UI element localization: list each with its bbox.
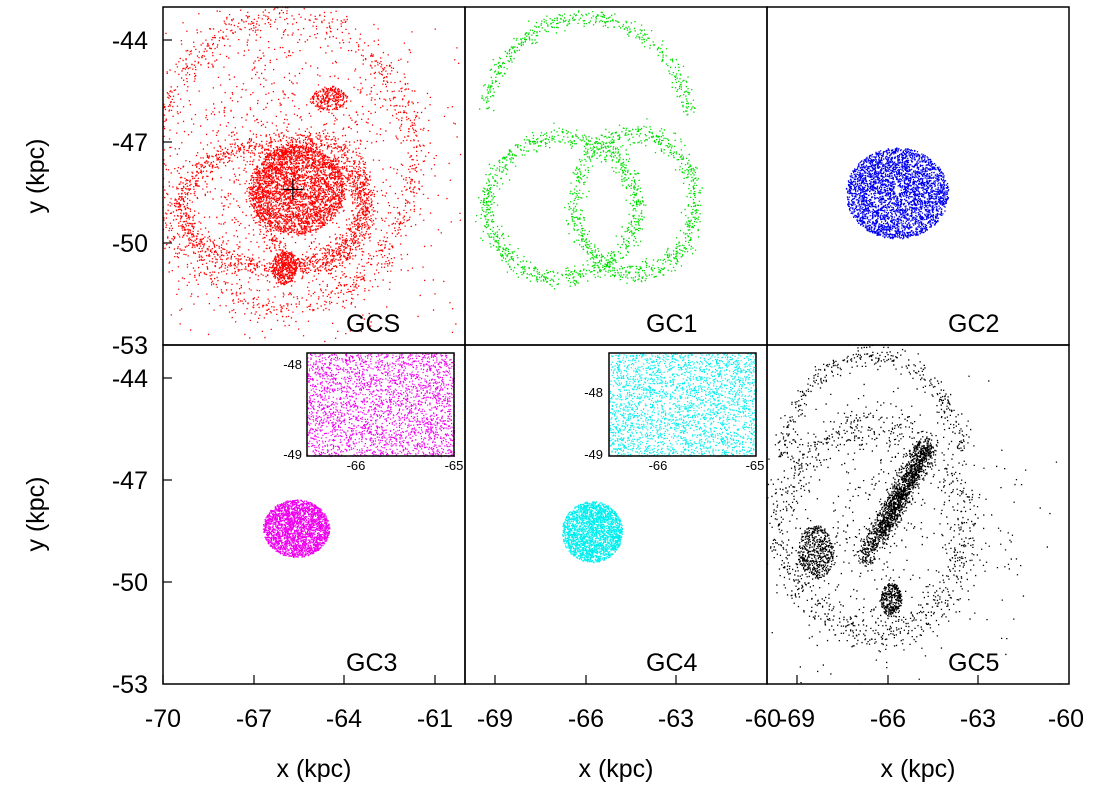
inset-tick-label: -48 bbox=[283, 357, 302, 372]
y-tick-labels: -44 -47 -50 -53 -44 -47 -50 -53 bbox=[112, 27, 148, 699]
panel-gc1-frame bbox=[464, 6, 768, 346]
scatter-points-gc4 bbox=[562, 501, 624, 564]
x-tick-labels: -70 -67 -64 -61 -69 -66 -63 -60 -69 -66 … bbox=[145, 705, 1084, 733]
xtick-label: -60 bbox=[745, 705, 781, 733]
xtick-label: -66 bbox=[568, 705, 604, 733]
tick-marks bbox=[162, 39, 979, 684]
panel-label-gcs: GCS bbox=[346, 310, 400, 338]
inset-tick-label: -65 bbox=[746, 458, 765, 473]
y-axis-title: y (kpc) bbox=[22, 139, 50, 214]
x-axis-title: x (kpc) bbox=[579, 755, 654, 783]
scatter-points-gc3 bbox=[262, 499, 331, 558]
panel-gc2-frame bbox=[766, 6, 1070, 346]
x-axis-title: x (kpc) bbox=[277, 755, 352, 783]
axis-titles: x (kpc) x (kpc) x (kpc) y (kpc) y (kpc) bbox=[22, 139, 956, 784]
scatter-points-gcs bbox=[163, 7, 462, 343]
ytick-label: -53 bbox=[112, 332, 148, 360]
xtick-label: -69 bbox=[779, 705, 815, 733]
ytick-label: -50 bbox=[112, 569, 148, 597]
y-axis-title: y (kpc) bbox=[22, 477, 50, 552]
inset-tick-label: -49 bbox=[283, 447, 302, 462]
inset-points-gc3 bbox=[307, 353, 456, 458]
xtick-label: -63 bbox=[658, 705, 694, 733]
xtick-label: -60 bbox=[1048, 705, 1084, 733]
inset-tick-label: -66 bbox=[347, 458, 366, 473]
panel-label-gc1: GC1 bbox=[646, 310, 697, 338]
inset-gc4-frame bbox=[608, 352, 757, 457]
xtick-label: -69 bbox=[477, 705, 513, 733]
inset-gc4: -48 -49 -66 -65 bbox=[584, 352, 765, 473]
ytick-label: -44 bbox=[112, 27, 148, 55]
xtick-label: -61 bbox=[417, 705, 453, 733]
inset-tick-label: -66 bbox=[649, 458, 668, 473]
panel-label-gc4: GC4 bbox=[646, 649, 698, 677]
inset-points-gc4 bbox=[609, 353, 758, 458]
panel-label-gc5: GC5 bbox=[948, 649, 999, 677]
ytick-label: -47 bbox=[112, 467, 148, 495]
xtick-label: -64 bbox=[326, 705, 362, 733]
panel-frames bbox=[162, 6, 1070, 685]
ytick-label: -50 bbox=[112, 230, 148, 258]
ytick-label: -47 bbox=[112, 129, 148, 157]
xtick-label: -70 bbox=[145, 705, 181, 733]
x-axis-title: x (kpc) bbox=[881, 755, 956, 783]
panel-labels: GCS GC1 GC2 GC3 GC4 GC5 bbox=[346, 310, 999, 677]
inset-tick-label: -48 bbox=[584, 385, 603, 400]
xtick-label: -63 bbox=[960, 705, 996, 733]
inset-gc3: -48 -49 -66 -65 bbox=[283, 352, 464, 473]
scatter-points-layer bbox=[163, 7, 1061, 684]
inset-tick-label: -49 bbox=[584, 447, 603, 462]
ytick-label: -44 bbox=[112, 365, 148, 393]
inset-tick-label: -65 bbox=[445, 458, 464, 473]
xtick-label: -67 bbox=[236, 705, 272, 733]
xtick-label: -66 bbox=[870, 705, 906, 733]
panel-label-gc3: GC3 bbox=[346, 649, 397, 677]
center-marker bbox=[282, 179, 303, 200]
inset-gc3-frame bbox=[306, 352, 455, 457]
scatter-points-gc2 bbox=[845, 147, 950, 240]
scatter-points-gc1 bbox=[475, 10, 703, 290]
panel-gc5-frame bbox=[766, 344, 1070, 685]
ytick-label: -53 bbox=[112, 671, 148, 699]
inset-layer bbox=[307, 353, 758, 458]
panel-label-gc2: GC2 bbox=[948, 310, 999, 338]
